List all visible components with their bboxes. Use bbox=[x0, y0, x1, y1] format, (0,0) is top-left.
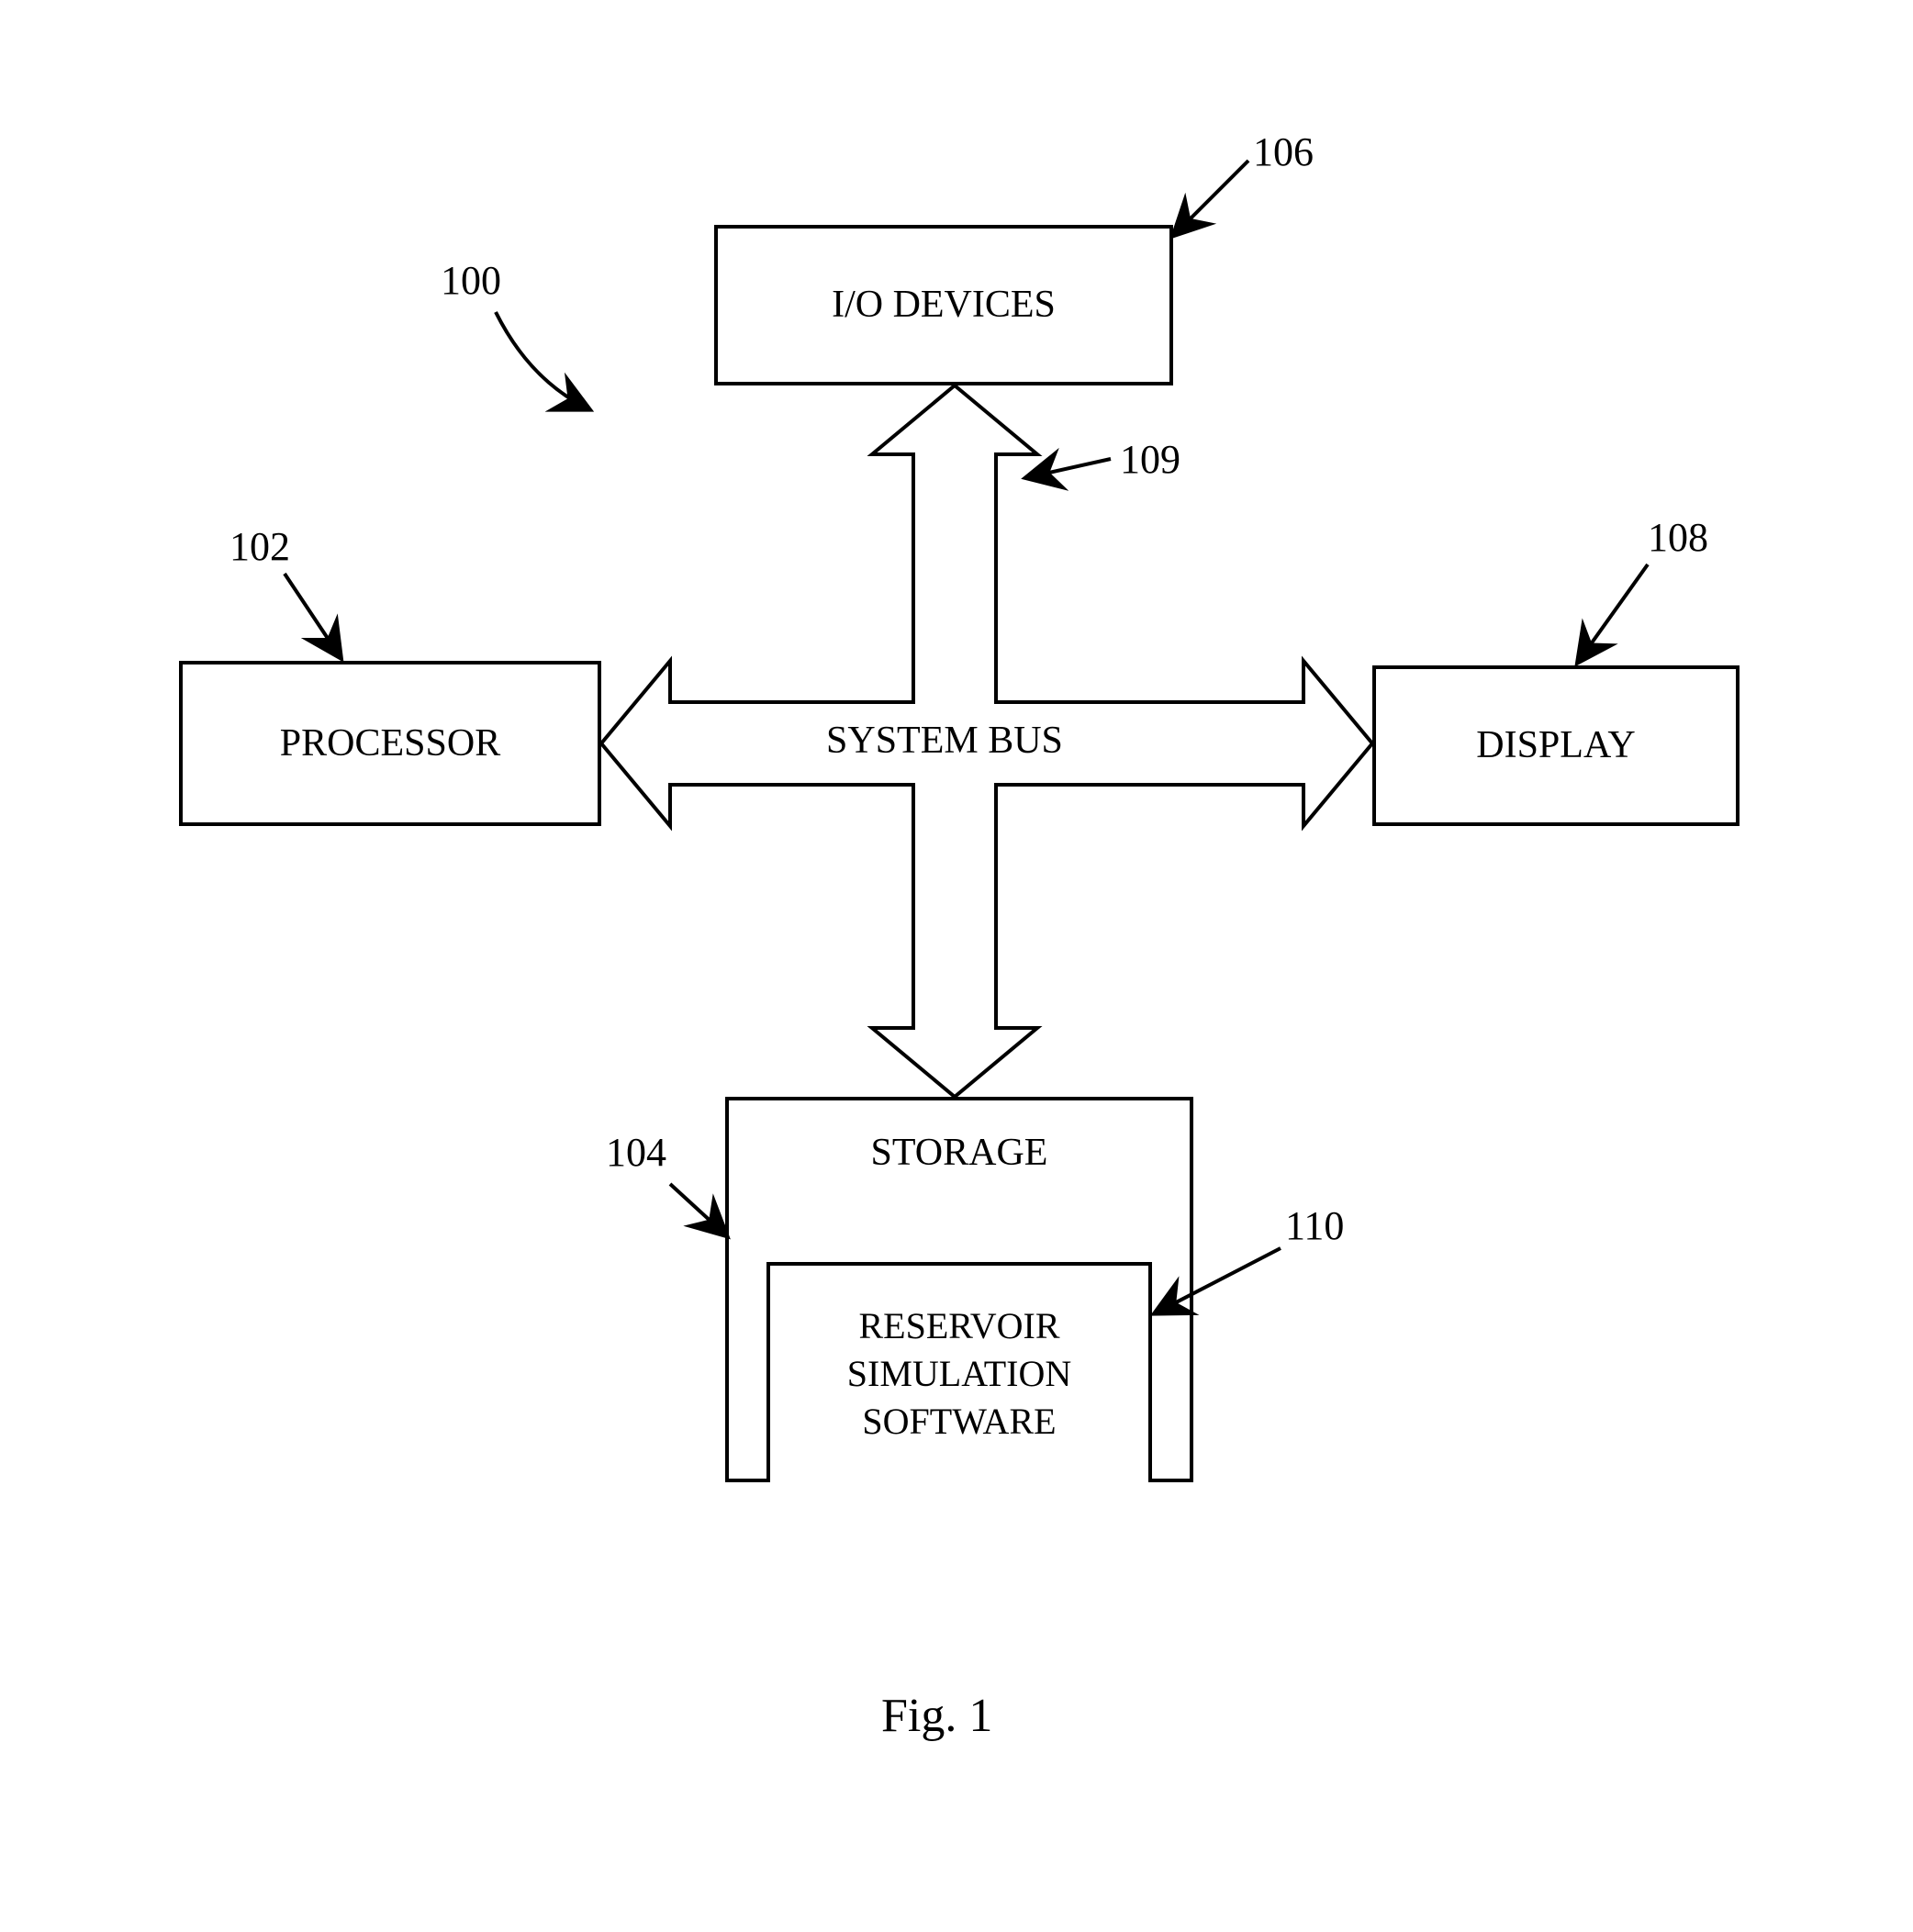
software-label: RESERVOIR SIMULATION SOFTWARE bbox=[847, 1302, 1071, 1446]
processor-box: PROCESSOR bbox=[179, 661, 601, 826]
ref-106-arrow bbox=[1175, 161, 1248, 234]
ref-109-arrow bbox=[1028, 459, 1111, 477]
ref-104-arrow bbox=[670, 1184, 725, 1234]
ref-104: 104 bbox=[606, 1129, 666, 1176]
ref-109: 109 bbox=[1120, 436, 1180, 483]
ref-102-arrow bbox=[285, 574, 340, 656]
figure-label: Fig. 1 bbox=[881, 1689, 992, 1743]
display-label: DISPLAY bbox=[1476, 720, 1636, 771]
ref-102: 102 bbox=[229, 523, 290, 570]
ref-100-arrow bbox=[496, 312, 587, 408]
processor-label: PROCESSOR bbox=[280, 719, 500, 769]
ref-110: 110 bbox=[1285, 1202, 1344, 1249]
software-box: RESERVOIR SIMULATION SOFTWARE bbox=[766, 1262, 1152, 1482]
ref-108-arrow bbox=[1579, 564, 1648, 661]
io-devices-label: I/O DEVICES bbox=[832, 280, 1056, 330]
io-devices-box: I/O DEVICES bbox=[714, 225, 1173, 385]
ref-100: 100 bbox=[441, 257, 501, 304]
display-box: DISPLAY bbox=[1372, 665, 1740, 826]
ref-106: 106 bbox=[1253, 128, 1314, 175]
system-bus-label: SYSTEM BUS bbox=[826, 719, 1063, 763]
storage-label: STORAGE bbox=[871, 1128, 1048, 1178]
ref-108: 108 bbox=[1648, 514, 1708, 561]
